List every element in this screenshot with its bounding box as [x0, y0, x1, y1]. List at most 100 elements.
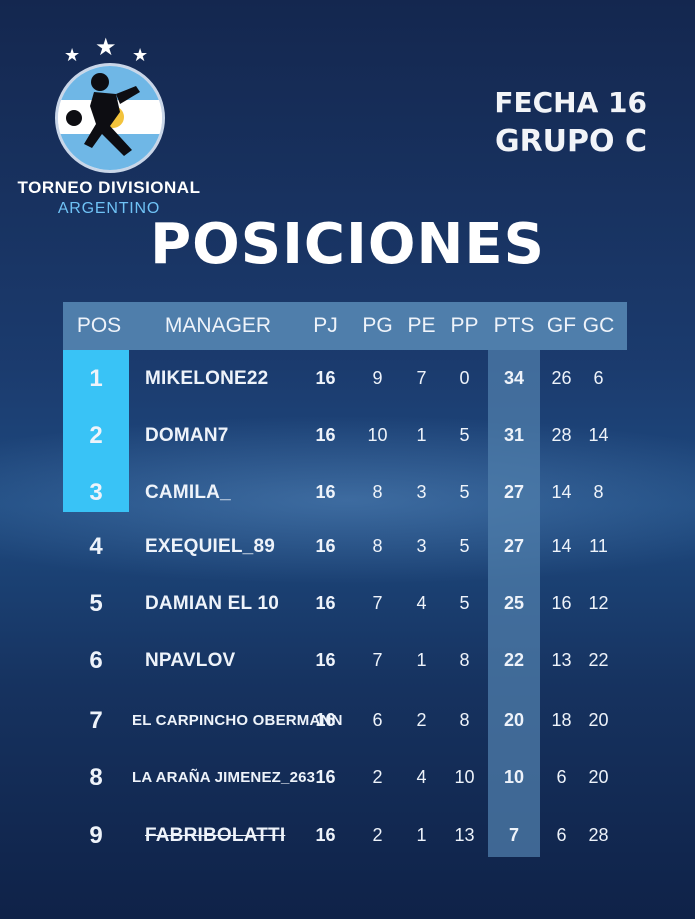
- brand-line-2: ARGENTINO: [57, 200, 161, 217]
- row-manager: CAMILA_: [145, 482, 231, 503]
- star-icon: ★: [95, 33, 117, 61]
- stars: ★ ★ ★: [60, 33, 155, 68]
- brand-line-1: TORNEO DIVISIONAL: [17, 178, 201, 197]
- header-pj: PJ: [313, 314, 338, 337]
- row-pos: 3: [89, 479, 103, 506]
- row-pts: 27: [503, 482, 525, 502]
- row-pg: 6: [372, 710, 383, 730]
- table-row: 3 CAMILA_ 16 8 3 5 27 14 8: [63, 464, 627, 521]
- table-row: 6 NPAVLOV 16 7 1 8 22 13 22: [63, 632, 627, 689]
- row-manager: NPAVLOV: [145, 650, 236, 671]
- row-pj: 16: [315, 536, 336, 556]
- row-manager: LA ARAÑA JIMENEZ_263: [132, 769, 316, 786]
- header-pts: PTS: [493, 314, 535, 337]
- row-pg: 7: [372, 650, 383, 670]
- header-gc: GC: [582, 314, 615, 337]
- row-gf: 13: [551, 650, 572, 670]
- row-pts: 27: [503, 536, 525, 556]
- header-manager: MANAGER: [164, 314, 272, 337]
- row-pj: 16: [315, 825, 336, 845]
- round-label: FECHA 16: [494, 86, 647, 119]
- row-manager: EL CARPINCHO OBERMANN: [132, 712, 343, 729]
- row-gf: 6: [556, 825, 567, 845]
- row-pg: 7: [372, 593, 383, 613]
- row-pe: 1: [416, 825, 427, 845]
- row-pg: 2: [372, 825, 383, 845]
- row-pp: 5: [459, 536, 470, 556]
- row-gc: 22: [588, 650, 609, 670]
- header-pos: POS: [76, 314, 122, 337]
- row-pos: 2: [89, 422, 103, 449]
- row-pe: 4: [416, 767, 427, 787]
- row-pe: 3: [416, 482, 427, 502]
- row-gf: 14: [551, 482, 572, 502]
- row-gc: 12: [588, 593, 609, 613]
- pts-column-highlight: [488, 350, 540, 857]
- row-pos: 9: [89, 822, 103, 849]
- row-pg: 8: [372, 482, 383, 502]
- row-pts: 34: [503, 368, 525, 388]
- row-pj: 16: [315, 425, 336, 445]
- row-pj: 16: [315, 767, 336, 787]
- player-silhouette-icon: [66, 73, 140, 156]
- row-gc: 20: [588, 767, 609, 787]
- row-pos: 6: [89, 647, 103, 674]
- row-pg: 2: [372, 767, 383, 787]
- star-icon: ★: [132, 45, 149, 66]
- group-label: GRUPO C: [494, 124, 647, 159]
- row-pg: 9: [372, 368, 383, 388]
- row-manager: FABRIBOLATTI: [145, 825, 286, 846]
- row-pj: 16: [315, 482, 336, 502]
- row-gf: 26: [551, 368, 572, 388]
- table-row: 8 LA ARAÑA JIMENEZ_263 16 2 4 10 10 6 20: [63, 749, 627, 806]
- row-pe: 1: [416, 650, 427, 670]
- row-gf: 18: [551, 710, 572, 730]
- row-pe: 4: [416, 593, 427, 613]
- row-pts: 25: [503, 593, 525, 613]
- row-pg: 10: [367, 425, 388, 445]
- row-gc: 20: [588, 710, 609, 730]
- table-row: 2 DOMAN7 16 10 1 5 31 28 14: [63, 407, 627, 464]
- row-pp: 8: [459, 710, 470, 730]
- table-row: 4 EXEQUIEL_89 16 8 3 5 27 14 11: [63, 518, 627, 575]
- row-gf: 16: [551, 593, 572, 613]
- row-pts: 22: [503, 650, 525, 670]
- row-gc: 8: [593, 482, 604, 502]
- row-gf: 28: [551, 425, 572, 445]
- top-three-highlight: [63, 350, 129, 512]
- header-pp: PP: [450, 314, 479, 337]
- row-pe: 7: [416, 368, 427, 388]
- row-pj: 16: [315, 368, 336, 388]
- row-pos: 7: [89, 707, 103, 734]
- row-gf: 6: [556, 767, 567, 787]
- header-pg: PG: [362, 314, 393, 337]
- row-pp: 5: [459, 593, 470, 613]
- row-manager: EXEQUIEL_89: [145, 536, 275, 557]
- row-pp: 5: [459, 482, 470, 502]
- row-pj: 16: [315, 650, 336, 670]
- row-gf: 14: [551, 536, 572, 556]
- row-gc: 14: [588, 425, 609, 445]
- row-pe: 2: [416, 710, 427, 730]
- row-gc: 6: [593, 368, 604, 388]
- row-manager: DAMIAN EL 10: [145, 593, 280, 614]
- row-pp: 0: [459, 368, 470, 388]
- table-row: 9 FABRIBOLATTI 16 2 1 13 7 6 28: [63, 807, 627, 864]
- row-pts: 10: [503, 767, 525, 787]
- row-pg: 8: [372, 536, 383, 556]
- row-pp: 5: [459, 425, 470, 445]
- table-row: 5 DAMIAN EL 10 16 7 4 5 25 16 12: [63, 575, 627, 632]
- header-gf: GF: [546, 314, 577, 337]
- emblem-icon: [55, 63, 165, 173]
- row-pos: 4: [89, 533, 103, 560]
- header-pe: PE: [407, 314, 436, 337]
- row-manager: DOMAN7: [145, 425, 229, 446]
- row-pts: 31: [503, 425, 525, 445]
- row-gc: 11: [589, 536, 608, 556]
- row-pp: 13: [454, 825, 475, 845]
- table-row: 7 EL CARPINCHO OBERMANN 16 6 2 8 20 18 20: [63, 692, 627, 749]
- row-pe: 1: [416, 425, 427, 445]
- row-manager: MIKELONE22: [145, 368, 269, 389]
- row-pos: 1: [89, 365, 103, 392]
- row-pp: 10: [454, 767, 475, 787]
